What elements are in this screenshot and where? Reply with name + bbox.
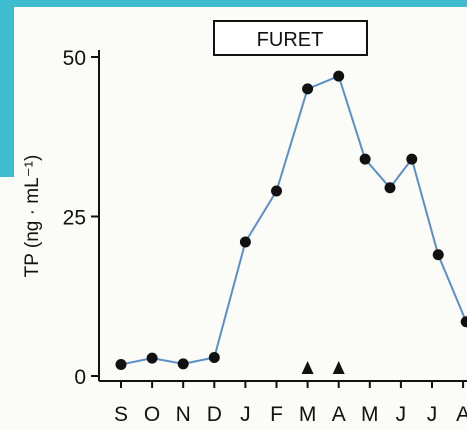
chart-title: FURET <box>257 29 324 51</box>
marker-layer <box>301 361 345 374</box>
data-point <box>208 351 220 363</box>
title-box <box>213 20 368 56</box>
x-tick-label: F <box>270 403 283 426</box>
data-point <box>384 182 396 194</box>
x-tick-label: J <box>396 403 407 426</box>
data-point <box>333 70 345 82</box>
triangle-marker <box>332 361 345 374</box>
y-ticks: 0 25 50 <box>63 47 99 389</box>
y-tick-label: 25 <box>63 207 86 230</box>
data-point <box>146 352 158 364</box>
data-point <box>115 359 127 371</box>
series-layer <box>115 70 467 371</box>
x-tick-label: S <box>114 403 128 426</box>
y-tick-label: 0 <box>74 366 86 389</box>
data-point <box>177 358 189 370</box>
data-point <box>302 83 314 95</box>
x-tick-label: A <box>456 403 467 426</box>
y-axis-title: TP (ng · mL⁻¹) <box>22 155 43 278</box>
y-tick-label: 50 <box>63 47 86 70</box>
x-tick-label: J <box>240 403 251 426</box>
data-point <box>359 153 371 165</box>
data-point <box>460 316 467 328</box>
x-tick-label: N <box>176 403 191 426</box>
data-point <box>432 249 444 261</box>
x-tick-label: A <box>332 403 346 426</box>
series-line <box>120 74 467 366</box>
x-tick-label: D <box>207 403 222 426</box>
x-tick-label: O <box>144 403 160 426</box>
data-point <box>406 153 418 165</box>
x-tick-label: M <box>361 403 379 426</box>
triangle-marker <box>301 361 314 374</box>
data-point <box>271 185 282 197</box>
x-tick-label: J <box>427 403 438 426</box>
data-point <box>239 236 251 248</box>
x-tick-label: M <box>299 403 317 426</box>
